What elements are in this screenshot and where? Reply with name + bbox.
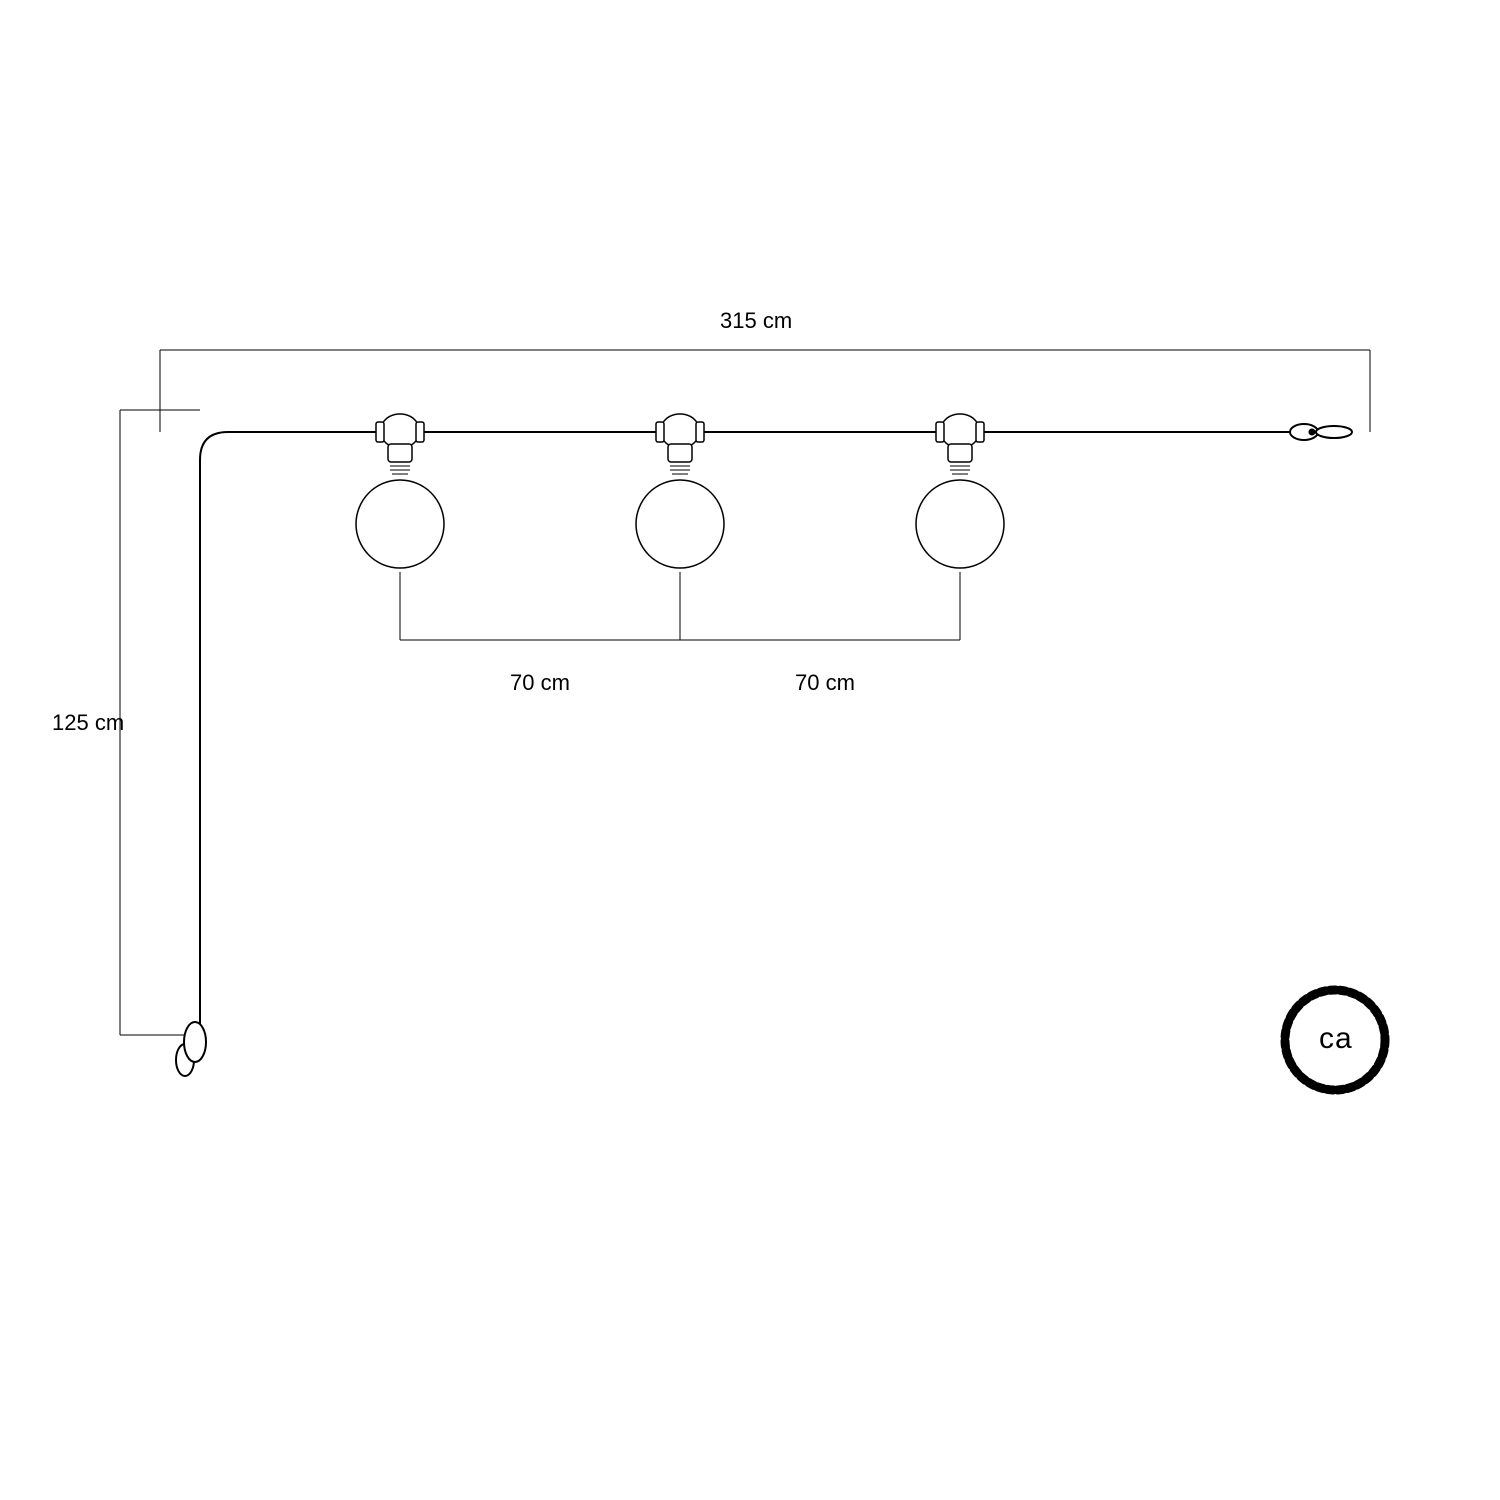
plug-icon [176, 1000, 206, 1076]
label-total-width: 315 cm [720, 308, 792, 334]
main-cable [176, 424, 1352, 1076]
label-spacing-1: 70 cm [510, 670, 570, 696]
bulb-1 [356, 414, 444, 568]
bulb-2 [636, 414, 724, 568]
label-drop-height: 125 cm [52, 710, 124, 736]
end-connector-icon [1290, 424, 1352, 440]
dimension-bulb-spacing [400, 572, 960, 640]
diagram-canvas: 315 cm 125 cm 70 cm 70 cm ca [0, 0, 1500, 1500]
diagram-svg [0, 0, 1500, 1500]
dimension-drop-height [120, 410, 200, 1035]
logo-text: ca [1319, 1022, 1353, 1056]
dimension-total-width [160, 350, 1370, 432]
label-spacing-2: 70 cm [795, 670, 855, 696]
bulb-3 [916, 414, 1004, 568]
